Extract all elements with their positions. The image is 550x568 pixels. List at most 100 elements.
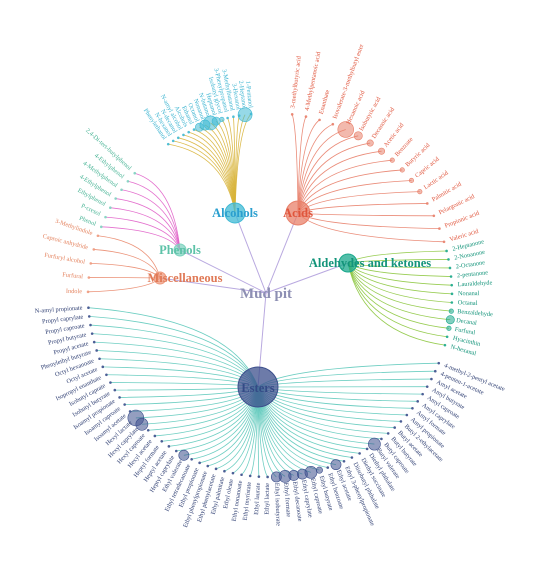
aldehydes-leaf-node [448, 308, 454, 314]
esters-leaf-node [206, 464, 210, 468]
acids-leaf-node [353, 131, 363, 141]
esters-leaf-node [270, 471, 282, 483]
misc-leaf-node [96, 234, 100, 238]
alcohols-leaf-label: 2-Heptanol [237, 80, 248, 109]
alcohols-leaf-node [249, 112, 253, 116]
phenols-hub-node [173, 243, 187, 257]
misc-leaf-node [92, 248, 96, 251]
esters-leaf-node [430, 377, 433, 381]
alcohols-hub-label: Alcohols [212, 206, 258, 220]
acids-leaf-label: Isovalerate-3-methylbutyl ester [332, 42, 366, 119]
esters-leaf-node [421, 392, 424, 396]
aldehydes-link [347, 262, 448, 338]
esters-leaf-node [128, 410, 132, 413]
esters-leaf-node [342, 459, 346, 463]
phenols-link [134, 172, 181, 251]
alcohols-leaf-node [176, 136, 180, 140]
esters-leaf-node [101, 365, 105, 369]
acids-leaf-node [378, 147, 386, 155]
esters-leaf-node [146, 428, 150, 432]
aldehydes-leaf-label: 2-pentanone [457, 269, 489, 279]
aldehydes-leaf-node [450, 292, 454, 296]
phenols-link [127, 180, 181, 251]
acids-trunk-line [265, 212, 299, 294]
esters-leaf-node [425, 385, 429, 388]
aldehydes-link [347, 262, 451, 321]
alcohols-leaf-label: 1-Pentanol [244, 81, 254, 109]
esters-leaf-node [380, 437, 383, 441]
alcohols-trunk-line [234, 212, 267, 294]
acids-link [297, 203, 428, 214]
alcohols-leaf-node [187, 130, 190, 134]
aldehydes-leaf-node [445, 315, 455, 325]
alcohols-leaf-node [171, 139, 175, 143]
center-label: Mud pit [240, 286, 292, 302]
leaf-nodes [86, 107, 455, 483]
esters-leaf-label: N-amyl propionate [35, 305, 83, 315]
acids-leaf-node [337, 121, 355, 138]
esters-leaf-label: Propyl caprylate [42, 314, 84, 326]
aldehydes-leaf-label: Benzaldehyde [457, 308, 493, 318]
aldehydes-trunk-line [265, 262, 349, 294]
esters-link [110, 382, 259, 388]
misc-leaf-label: Furfural [62, 271, 83, 280]
esters-leaf-label: Ethyl formate [282, 482, 292, 517]
aldehydes-link [347, 262, 446, 346]
alcohols-leaf-node [182, 133, 185, 137]
misc-leaf-label: Indole [66, 288, 82, 295]
esters-leaf-node [167, 445, 171, 448]
esters-leaf-node [87, 315, 91, 318]
phenols-link [115, 198, 181, 251]
alcohols-leaf-node [192, 128, 196, 131]
misc-leaf-label: Caproic anhydride [42, 233, 89, 252]
category-hubs: Alcohols Acids Aldehydes and ketones Esters… [148, 200, 431, 408]
alcohols-leaf-node [211, 116, 221, 126]
esters-link [114, 386, 259, 391]
alcohols-link [173, 140, 236, 214]
esters-leaf-node [123, 403, 126, 406]
aldehydes-leaf-label: Furfural [454, 326, 476, 337]
phenols-leaf-node [126, 179, 130, 183]
acids-leaf-node [318, 118, 321, 122]
esters-leaf-node [405, 413, 409, 417]
esters-leaf-node [326, 466, 330, 469]
esters-leaf-node [350, 456, 354, 459]
esters-leaf-node [365, 447, 369, 451]
esters-leaf-node [160, 440, 164, 443]
esters-leaf-node [87, 306, 90, 309]
aldehydes-hub-node [338, 253, 358, 273]
acids-link [297, 119, 320, 214]
acids-link [297, 212, 434, 217]
esters-leaf-label: Ethyl lactate [264, 483, 271, 515]
phenols-trunk-line [179, 249, 267, 294]
esters-leaf-node [433, 369, 437, 373]
acids-link [297, 212, 445, 243]
misc-leaf-node [86, 290, 90, 294]
acids-leaf-node [290, 113, 294, 116]
alcohols-leaf-node [226, 116, 229, 120]
alcohols-leaf-node [166, 142, 170, 146]
esters-leaf-node [368, 437, 381, 451]
esters-leaf-node [386, 432, 390, 435]
acids-leaf-node [442, 240, 446, 244]
aldehydes-leaf-node [443, 343, 447, 347]
acids-link [297, 191, 420, 214]
esters-leaf-node [411, 406, 414, 410]
phenols-leaf-node [109, 206, 112, 209]
esters-leaf-node [416, 400, 420, 403]
aldehydes-leaf-node [446, 325, 452, 331]
esters-hub-label: Esters [241, 381, 274, 395]
aldehydes-leaf-label: Lauraldehyde [458, 279, 493, 288]
esters-leaf-node [105, 373, 108, 377]
phenols-leaf-node [99, 225, 103, 229]
phenols-leaf-node [120, 188, 123, 192]
acids-leaf-node [366, 139, 374, 147]
esters-leaf-node [89, 323, 92, 327]
acids-leaf-node [432, 214, 436, 218]
phenols-leaf-node [114, 197, 117, 200]
esters-leaf-node [113, 388, 117, 392]
esters-leaf-node [95, 349, 98, 352]
aldehydes-leaf-node [445, 249, 448, 253]
